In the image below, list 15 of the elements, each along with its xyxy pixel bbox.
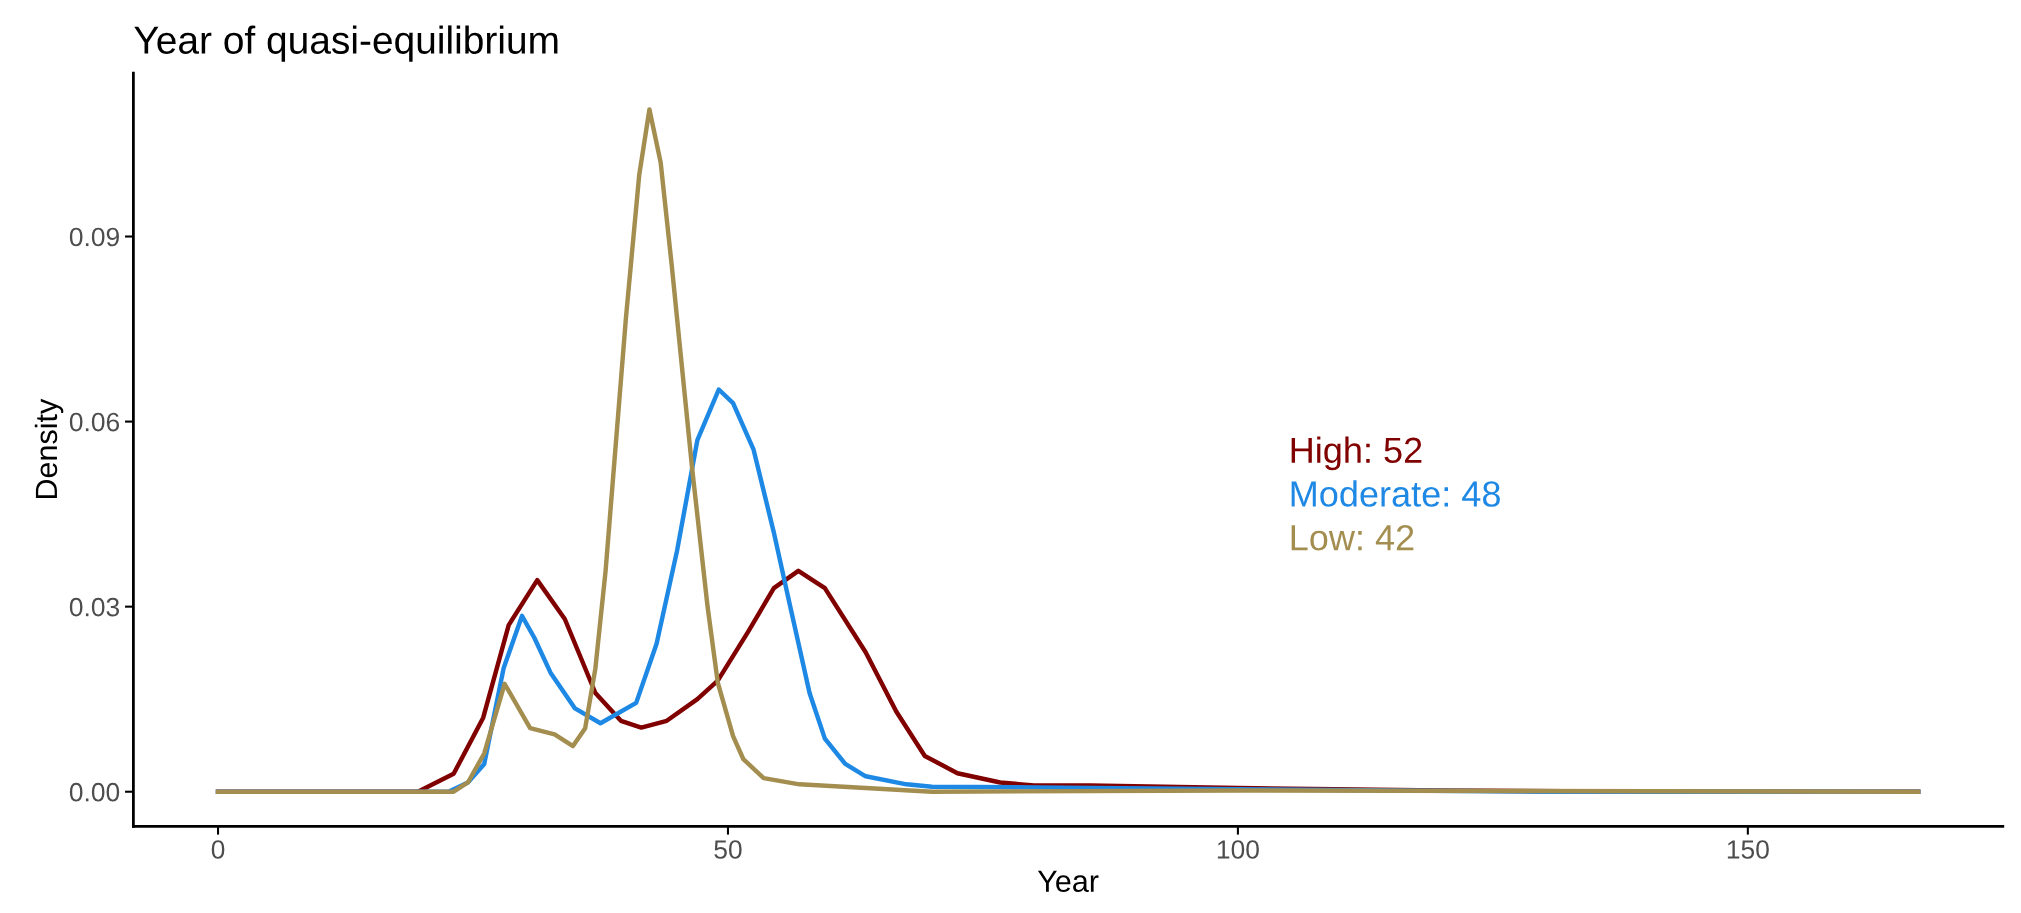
x-tick-label: 100: [1217, 840, 1259, 859]
y-tick-label: 0.06: [69, 412, 120, 432]
annotation: High: 52: [1291, 436, 1422, 471]
annotation: Moderate: 48: [1291, 480, 1500, 507]
x-tick-label: 0: [211, 840, 225, 859]
y-tick-label: 0.09: [69, 227, 119, 247]
x-tick-label: 50: [714, 840, 742, 859]
y-tick-label: 0.00: [69, 782, 120, 802]
x-axis-title: Year: [1037, 870, 1099, 893]
y-axis-title: Density: [34, 398, 64, 499]
x-tick-label: 150: [1727, 840, 1769, 859]
chart-title: Year of quasi-equilibrium: [134, 25, 558, 62]
y-tick-label: 0.03: [69, 597, 120, 617]
line-series: [215, 107, 1921, 794]
annotation: Low: 42: [1291, 524, 1414, 551]
